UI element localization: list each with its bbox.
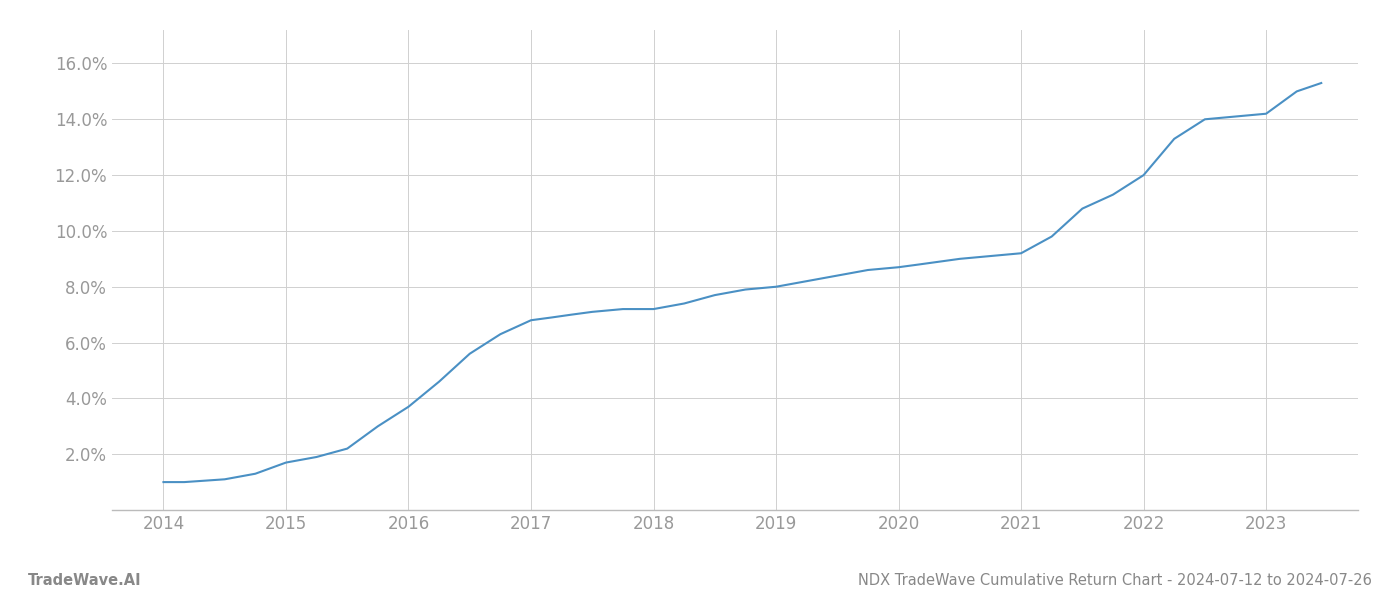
Text: NDX TradeWave Cumulative Return Chart - 2024-07-12 to 2024-07-26: NDX TradeWave Cumulative Return Chart - … [858, 573, 1372, 588]
Text: TradeWave.AI: TradeWave.AI [28, 573, 141, 588]
